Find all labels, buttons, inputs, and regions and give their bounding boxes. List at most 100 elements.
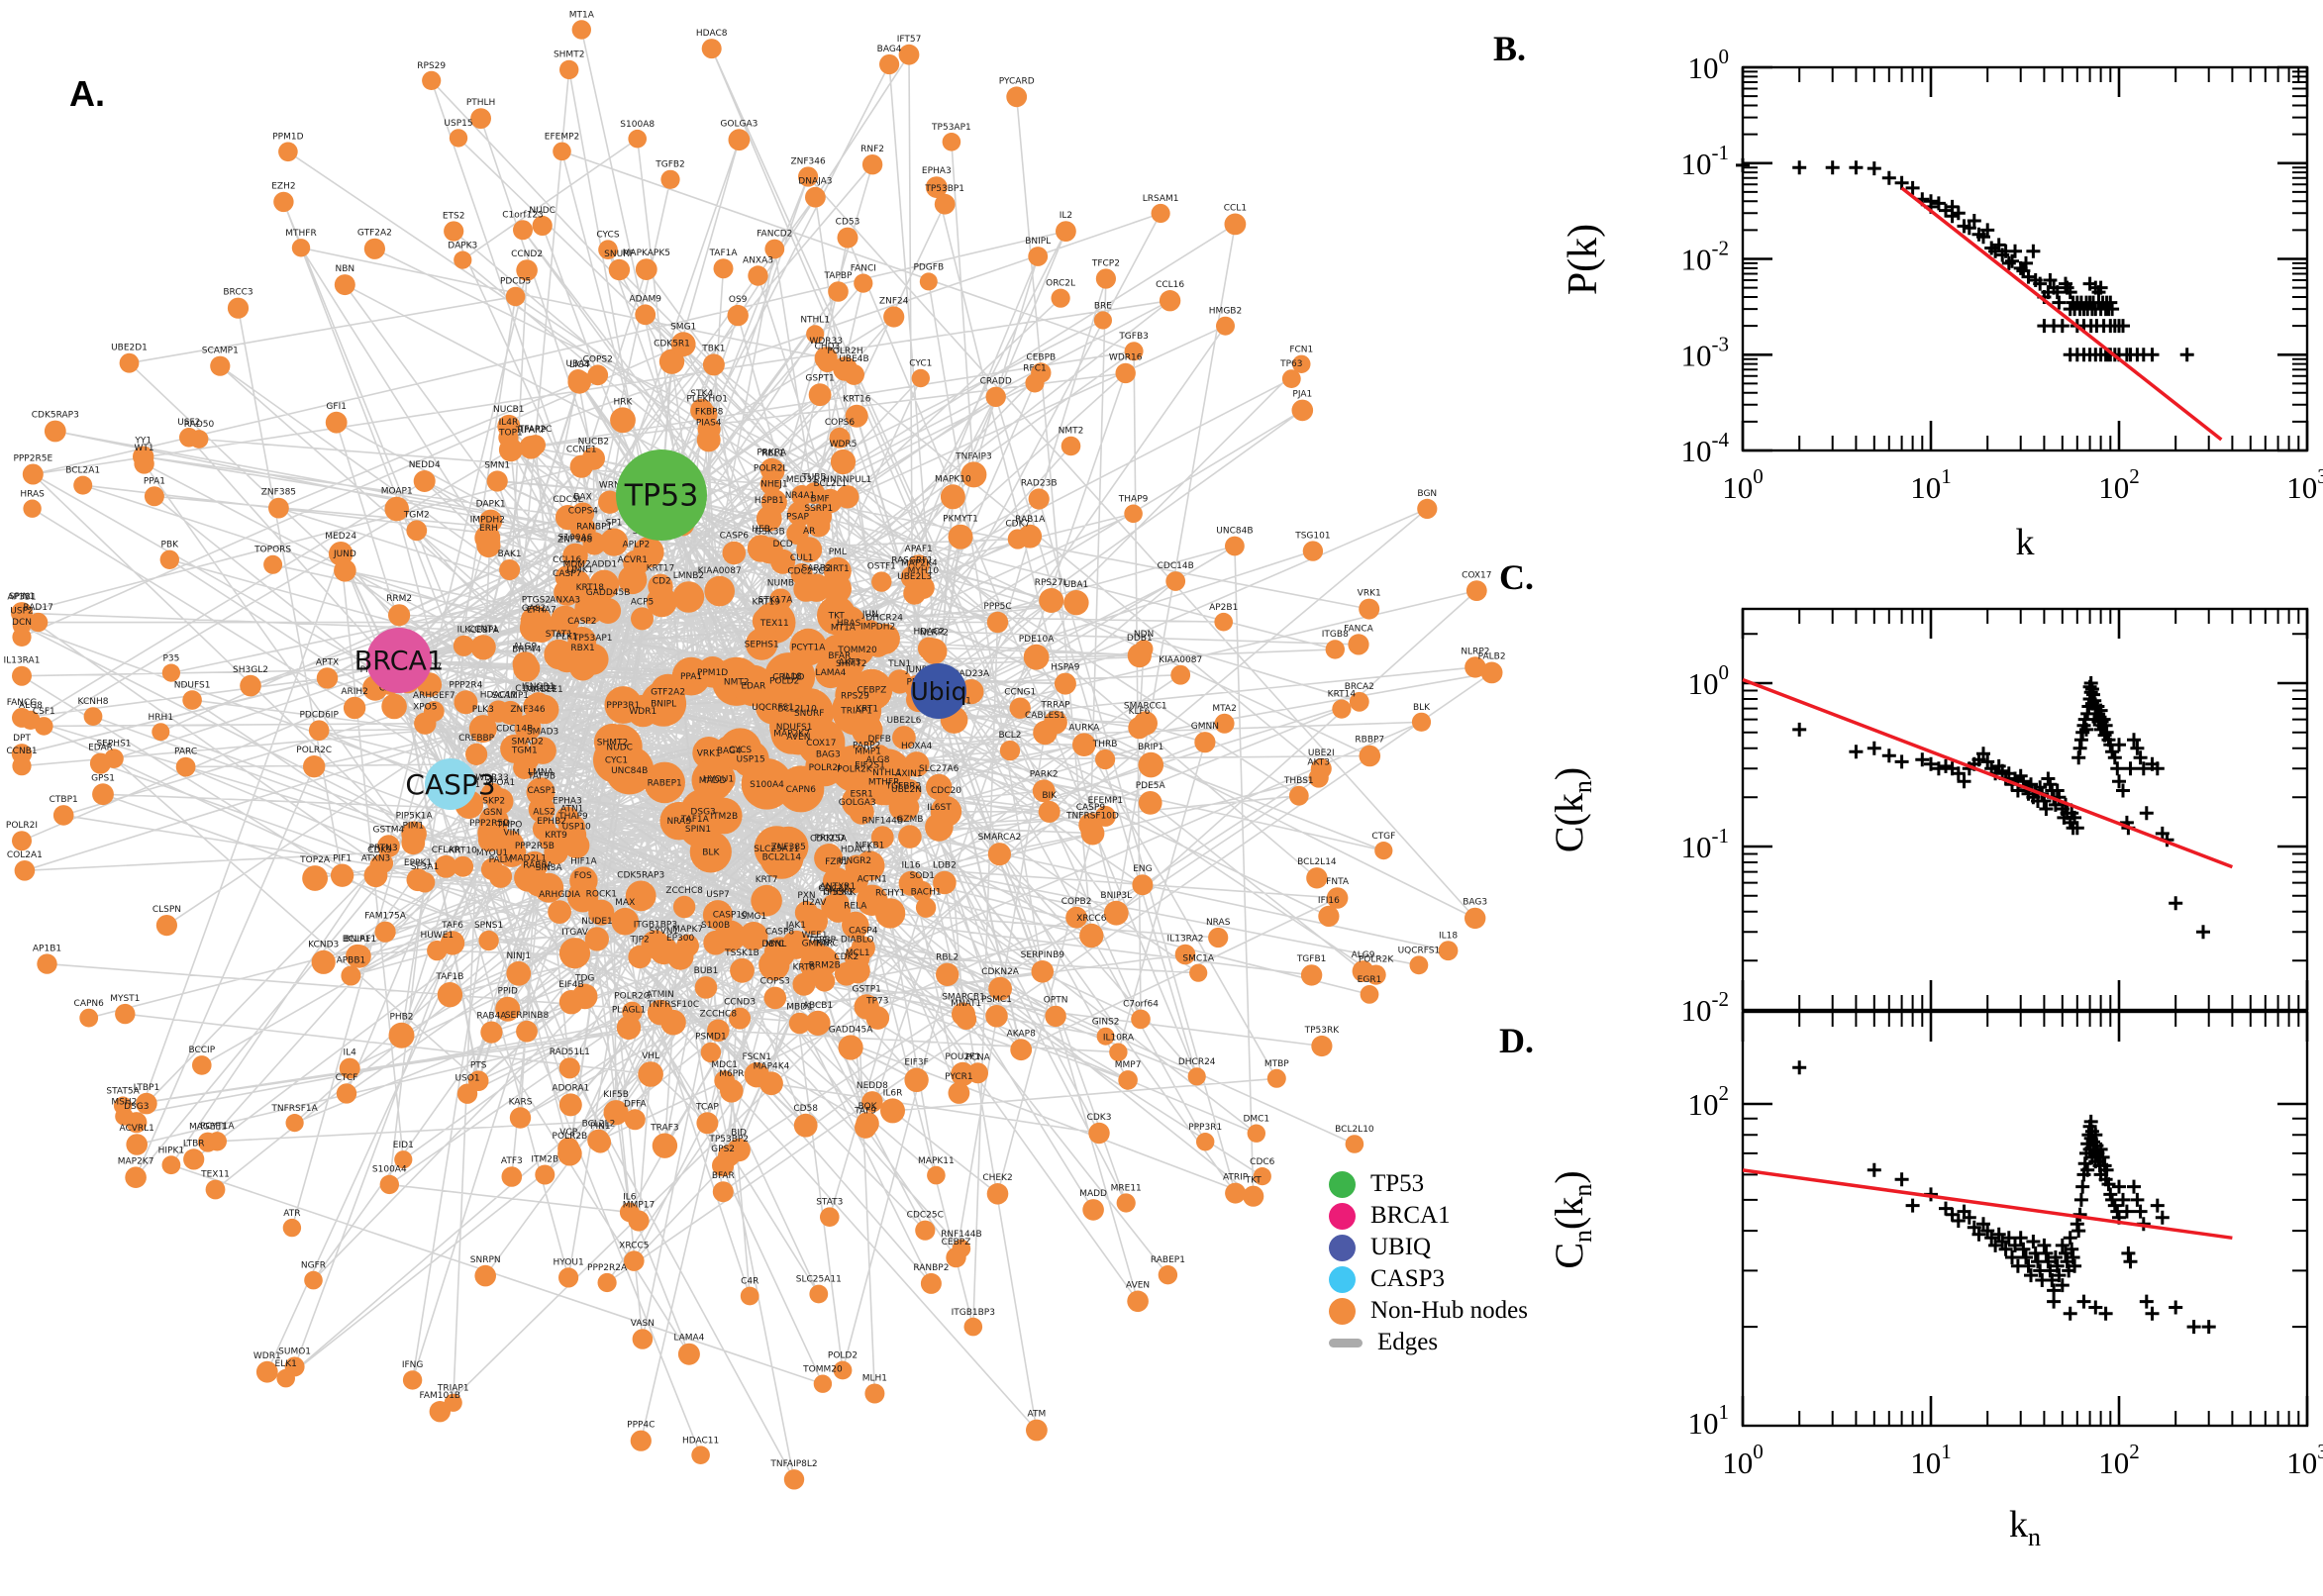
network-node: [467, 1070, 489, 1091]
network-node: [14, 860, 36, 881]
node-label: MMP1: [855, 748, 881, 757]
hub-label-ubiq: Ubiq: [911, 677, 967, 706]
network-node: [282, 1218, 302, 1238]
network-node: [879, 53, 900, 75]
node-label: CHEK2: [982, 1173, 1012, 1183]
network-node: [648, 573, 673, 599]
node-label: TOMM20: [802, 1365, 843, 1375]
node-label: DDB1: [1127, 634, 1153, 644]
node-label: AVEN: [786, 733, 810, 743]
node-label: IFT57: [897, 35, 922, 45]
network-node: [1128, 716, 1151, 740]
node-label: ZNF385: [261, 488, 296, 498]
legend-item-edges: Edges: [1329, 1327, 1528, 1358]
node-label: RPS29: [417, 61, 446, 71]
y-tick-label: 10-4: [1681, 428, 1730, 468]
network-node: [480, 1021, 503, 1044]
node-label: DCD: [773, 540, 793, 549]
minor-ticks: [1743, 1012, 2307, 1426]
node-label: UBE2L3: [897, 572, 932, 582]
network-node: [498, 427, 519, 449]
node-label: NDN: [1134, 630, 1154, 640]
node-label: BIK: [1042, 791, 1058, 801]
network-node: [119, 352, 140, 373]
node-label: CD2: [653, 576, 671, 586]
node-label: BAG3: [816, 750, 841, 760]
node-label: RBL2: [936, 953, 959, 963]
network-node: [161, 1155, 181, 1175]
node-label: GSPT1: [805, 373, 834, 383]
node-label: NUCB2: [578, 438, 610, 448]
node-label: GMNN: [1191, 722, 1219, 732]
network-node: [12, 756, 32, 776]
network-node: [829, 427, 851, 449]
node-label: MLH1: [862, 1374, 887, 1384]
node-label: MAD2L1: [510, 853, 547, 863]
node-label: RAD17: [23, 603, 52, 613]
network-node: [1006, 86, 1028, 108]
node-label: GSK3B: [755, 527, 785, 537]
node-label: ALG8: [866, 755, 890, 765]
node-label: GSTP1: [853, 984, 881, 994]
network-node: [1243, 1185, 1264, 1207]
network-node: [519, 436, 544, 459]
node-label: AKT3: [1307, 757, 1330, 767]
node-label: MAPK10: [935, 474, 971, 484]
node-label: GZMB: [896, 815, 923, 825]
node-label: MYH10: [908, 566, 940, 576]
node-label: DAPK3: [448, 242, 477, 251]
node-label: DNAJA3: [798, 177, 832, 187]
network-node: [720, 1079, 744, 1103]
network-node: [1093, 311, 1112, 330]
network-node: [1291, 399, 1314, 422]
network-node: [912, 880, 933, 902]
node-label: PDGFB: [913, 262, 944, 272]
node-label: MAGEE1: [189, 1123, 227, 1133]
node-label: MTHFR: [868, 778, 899, 788]
node-label: RNF144B: [941, 1230, 982, 1240]
node-label: XRCC5: [619, 1241, 649, 1250]
network-node: [1010, 1039, 1033, 1061]
node-label: ELK1: [275, 1359, 297, 1369]
node-label: HDAC2: [914, 628, 946, 638]
network-node: [558, 1267, 579, 1288]
node-label: VASN: [631, 1319, 655, 1329]
node-label: TUBB: [801, 472, 826, 482]
node-label: CRADD: [772, 672, 804, 682]
node-label: CRADD: [980, 377, 1012, 387]
node-label: XRCC6: [1076, 914, 1107, 924]
node-label: PPM1D: [272, 133, 303, 143]
network-node: [429, 1401, 451, 1423]
node-label: HDAC11: [480, 690, 517, 700]
node-label: RFC1: [1023, 363, 1046, 373]
network-node: [505, 286, 526, 307]
node-label: S100A4: [750, 780, 784, 790]
node-label: AR: [803, 527, 815, 537]
network-node: [535, 1164, 556, 1185]
network-node: [986, 1183, 1009, 1205]
network-node: [1187, 1067, 1206, 1086]
network-node: [1465, 580, 1487, 601]
node-label: DCN: [12, 618, 32, 628]
network-node: [562, 543, 588, 569]
network-node: [638, 1061, 663, 1087]
node-label: KRT10: [449, 847, 477, 856]
node-label: JUN: [861, 610, 878, 620]
node-label: SMARCA2: [978, 833, 1022, 843]
node-label: KIAA0087: [1159, 655, 1202, 665]
network-node: [379, 1174, 399, 1195]
network-node: [619, 1202, 640, 1223]
network-node: [155, 915, 177, 937]
node-label: CDC25C: [787, 566, 824, 576]
network-node: [671, 656, 711, 696]
network-node: [523, 693, 549, 720]
node-label: BFAR: [828, 651, 851, 661]
node-label: MOAP1: [381, 487, 413, 497]
node-label: GINS2: [1092, 1018, 1120, 1028]
network-node: [714, 736, 745, 766]
node-label: HDAC8: [696, 29, 728, 39]
network-node: [1266, 1068, 1286, 1088]
node-label: ATN1: [560, 804, 583, 814]
network-node: [666, 943, 694, 970]
node-label: TGFBR2: [885, 782, 922, 792]
